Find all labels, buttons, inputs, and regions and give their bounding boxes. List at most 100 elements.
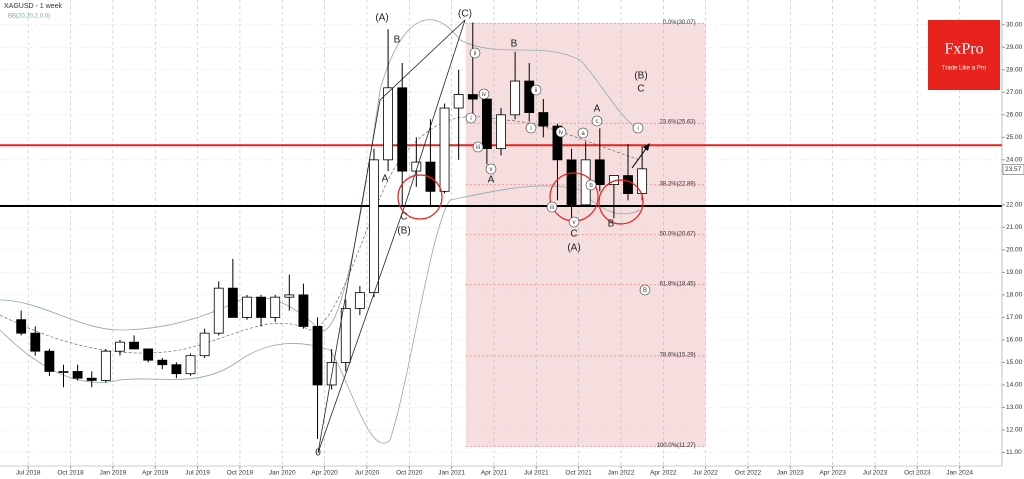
fibonacci-label: 0.0%(30.07) bbox=[663, 20, 696, 26]
fibonacci-label: 38.2%(22.89) bbox=[660, 181, 696, 187]
y-tick-label: 22.00 bbox=[1006, 202, 1023, 209]
circled-label: iv bbox=[482, 92, 486, 98]
x-tick-label: Jul 2021 bbox=[524, 470, 549, 477]
wave-label: 0 bbox=[315, 448, 321, 459]
y-tick-label: 11.00 bbox=[1006, 449, 1022, 456]
candle-body bbox=[30, 332, 41, 352]
y-tick-label: 17.00 bbox=[1006, 314, 1023, 321]
x-tick-label: Apr 2022 bbox=[650, 470, 677, 477]
candle-body bbox=[383, 87, 394, 161]
wave-label: B bbox=[511, 39, 518, 50]
candle-body bbox=[100, 350, 111, 381]
wave-line bbox=[317, 19, 466, 454]
wave-circle bbox=[472, 141, 484, 153]
candle-body bbox=[496, 114, 506, 149]
x-tick-label: Jul 2018 bbox=[16, 470, 41, 477]
price-tag bbox=[1002, 164, 1024, 175]
candle-body bbox=[453, 94, 464, 109]
fibonacci-zone bbox=[465, 23, 706, 447]
wave-circle bbox=[577, 127, 589, 139]
candle-body bbox=[256, 296, 267, 318]
candle-body bbox=[467, 94, 478, 100]
arrow-head bbox=[643, 143, 650, 151]
wave-circle bbox=[546, 201, 558, 213]
candle-body bbox=[72, 371, 83, 379]
wave-circle bbox=[525, 122, 537, 134]
y-tick-label: 16.00 bbox=[1006, 337, 1023, 344]
circled-label: ii bbox=[535, 88, 538, 94]
y-tick-label: 12.00 bbox=[1006, 427, 1023, 434]
logo bbox=[928, 20, 1000, 90]
price-tag-label: 23.57 bbox=[1005, 166, 1022, 173]
candle-body bbox=[58, 371, 69, 373]
arrow bbox=[631, 145, 649, 169]
wave-circle bbox=[639, 284, 651, 296]
indicator-label: BB(20,20,2,0,0) bbox=[8, 14, 50, 20]
y-tick-label: 14.00 bbox=[1006, 382, 1023, 389]
circled-label: iii bbox=[476, 145, 480, 151]
y-tick-label: 15.00 bbox=[1006, 359, 1023, 366]
circled-label: c bbox=[596, 119, 599, 125]
x-tick-label: Jul 2020 bbox=[355, 470, 380, 477]
candle-body bbox=[115, 341, 125, 352]
candle-body bbox=[16, 319, 27, 334]
y-tick-label: 24.00 bbox=[1006, 157, 1023, 164]
candle-body bbox=[298, 294, 309, 327]
bollinger-lower bbox=[0, 185, 641, 444]
wave-circle bbox=[568, 216, 580, 228]
x-tick-label: Apr 2021 bbox=[481, 470, 508, 477]
candle-body bbox=[425, 161, 436, 192]
x-tick-label: Oct 2020 bbox=[396, 470, 423, 477]
candle-body bbox=[227, 287, 238, 318]
x-tick-label: Oct 2018 bbox=[57, 470, 84, 477]
candle-body bbox=[397, 87, 408, 172]
x-tick-label: Oct 2019 bbox=[227, 470, 254, 477]
wave-circle bbox=[632, 122, 644, 134]
candle-body bbox=[594, 159, 605, 185]
x-tick-label: Jul 2023 bbox=[863, 470, 888, 477]
candle-body bbox=[623, 175, 633, 195]
wave-label: (A) bbox=[567, 243, 580, 254]
y-tick-label: 27.00 bbox=[1006, 89, 1023, 96]
y-tick-label: 28.00 bbox=[1006, 67, 1023, 74]
x-tick-label: Jan 2023 bbox=[777, 470, 804, 477]
wave-label: C bbox=[570, 229, 577, 240]
candle-body bbox=[312, 326, 323, 386]
candle-body bbox=[538, 112, 549, 127]
candle-body bbox=[566, 159, 577, 206]
candle-body bbox=[284, 294, 295, 298]
candle-body bbox=[340, 308, 351, 363]
y-tick-label: 21.00 bbox=[1006, 224, 1023, 231]
x-tick-label: Jul 2019 bbox=[185, 470, 210, 477]
wave-circle bbox=[478, 88, 490, 100]
x-tick-label: Jan 2024 bbox=[946, 470, 973, 477]
highlight-circle bbox=[598, 179, 644, 225]
foreground-layer: 0.0%(30.07) 23.6%(25.63) 38.2%(22.89) 50.0%… bbox=[16, 9, 1024, 477]
candle-body bbox=[213, 287, 224, 334]
wave-circle bbox=[485, 163, 497, 175]
candle-body bbox=[185, 355, 196, 375]
candle-body bbox=[199, 332, 210, 357]
x-tick-label: Oct 2022 bbox=[735, 470, 762, 477]
y-tick-label: 26.00 bbox=[1006, 112, 1023, 119]
circled-label: iii bbox=[550, 205, 554, 211]
x-tick-label: Oct 2023 bbox=[904, 470, 931, 477]
wave-circle bbox=[591, 115, 603, 127]
y-tick-label: 29.00 bbox=[1006, 44, 1023, 51]
logo-name: FxPro bbox=[944, 41, 983, 58]
circled-label: a bbox=[581, 131, 585, 137]
circled-label: iv bbox=[559, 130, 563, 136]
y-tick-label: 20.00 bbox=[1006, 247, 1023, 254]
candle-body bbox=[242, 296, 252, 318]
y-tick-label: 13.00 bbox=[1006, 404, 1023, 411]
candle-body bbox=[143, 348, 154, 361]
candle-body bbox=[44, 350, 55, 372]
fibonacci-label: 50.0%(20.67) bbox=[660, 231, 696, 237]
x-tick-label: Jul 2022 bbox=[693, 470, 718, 477]
fibonacci-label: 23.6%(25.63) bbox=[660, 120, 696, 126]
candle-body bbox=[369, 159, 379, 294]
bollinger-upper bbox=[0, 19, 641, 331]
logo-tagline: Trade Like a Pro bbox=[942, 66, 987, 72]
wave-label: A bbox=[594, 104, 601, 115]
